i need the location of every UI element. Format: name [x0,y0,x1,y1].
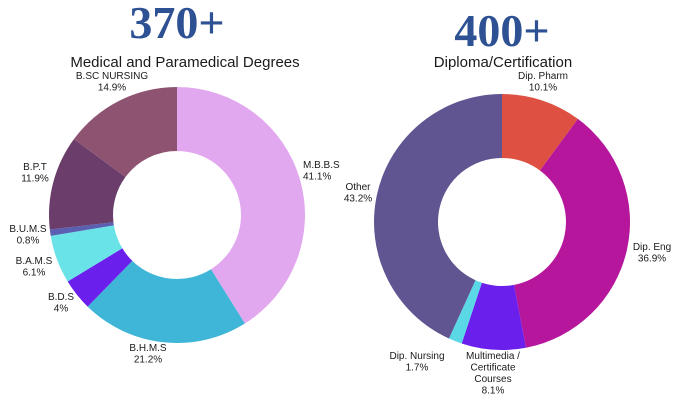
label-dip-eng: Dip. Eng 36.9% [633,242,671,265]
label-b-sc-nursing: B.SC NURSING 14.9% [76,71,148,94]
label-m-b-b-s: M.B.B.S 41.1% [303,160,340,183]
slice-dip-eng [513,118,630,348]
slice-b-d-s [67,248,133,307]
slice-other [374,94,502,339]
label-dip-pharm: Dip. Pharm 10.1% [518,71,568,94]
slice-b-a-m-s [50,225,123,282]
diploma-donut-chart: Dip. Pharm 10.1% Dip. Eng 36.9% Multimedia /… [344,71,671,397]
degrees-chart-title: Medical and Paramedical Degrees [70,54,299,71]
slice-b-u-m-s [49,222,114,236]
slice-dip-nursing [448,280,482,344]
label-b-h-m-s: B.H.M.S 21.2% [129,343,167,366]
degrees-donut-chart: M.B.B.S 41.1% B.H.M.S 21.2% B.D.S 4% B.A.M.S 6.… [9,71,340,366]
label-b-p-t: B.P.T 11.9% [21,162,49,185]
label-b-d-s: B.D.S 4% [48,292,74,315]
slice-b-h-m-s [87,260,245,343]
diploma-count: 400+ [454,5,549,56]
slice-multimedia-certificate-courses [461,282,526,350]
slice-m-b-b-s [177,87,305,324]
slice-b-sc-nursing [73,87,177,178]
label-b-a-m-s: B.A.M.S 6.1% [16,256,53,279]
label-b-u-m-s: B.U.M.S 0.8% [9,224,47,247]
degrees-count: 370+ [129,0,224,48]
label-dip-nursing: Dip. Nursing 1.7% [389,351,444,374]
label-multimedia-certificate-courses: Multimedia / Certificate Courses 8.1% [466,351,520,397]
label-other: Other 43.2% [344,182,372,205]
slice-b-p-t [49,139,126,230]
diploma-chart-title: Diploma/Certification [434,54,572,71]
slice-dip-pharm [502,94,578,171]
